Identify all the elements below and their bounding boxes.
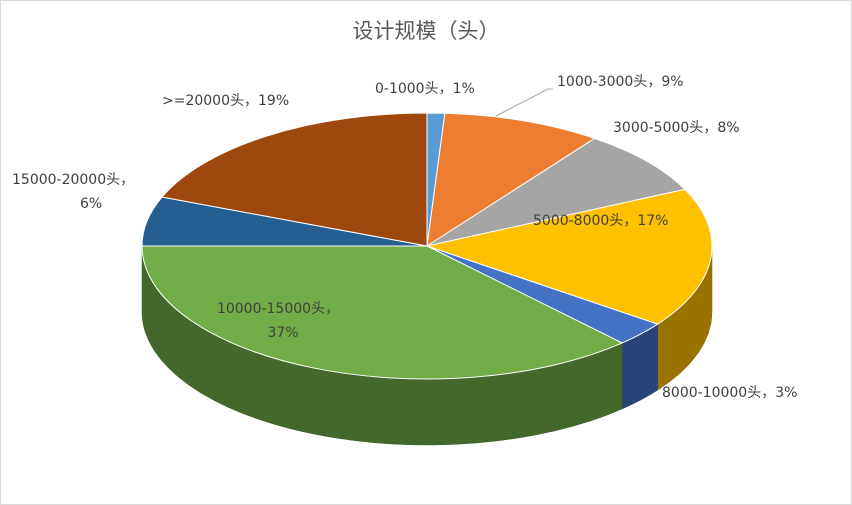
category-label: 3000-5000头 xyxy=(613,120,703,136)
category-label: 10000-15000头 xyxy=(217,301,325,317)
category-label: >=20000头 xyxy=(162,93,244,109)
slice xyxy=(161,112,428,247)
category-label: 15000-20000头 xyxy=(12,172,120,188)
category-label: 0-1000头 xyxy=(375,81,439,97)
value-label: 1% xyxy=(453,81,475,97)
data-label: >=20000头，19% xyxy=(162,93,289,109)
label-separator: ， xyxy=(244,93,258,109)
label-separator: ， xyxy=(325,301,339,317)
label-separator: ， xyxy=(647,74,661,90)
value-label: 3% xyxy=(775,385,797,401)
slice xyxy=(426,112,596,248)
pie xyxy=(141,112,713,446)
slice xyxy=(141,245,624,380)
label-separator: ， xyxy=(439,81,453,97)
chart-title: 设计规模（头） xyxy=(353,19,500,43)
value-label: 19% xyxy=(258,93,289,109)
label-separator: ， xyxy=(120,172,134,188)
leader-line xyxy=(495,88,553,117)
value-label: 37% xyxy=(267,325,298,341)
category-label: 5000-8000头 xyxy=(533,213,623,229)
label-separator: ， xyxy=(623,213,637,229)
data-label: 1000-3000头，9% xyxy=(557,74,684,90)
data-label: 15000-20000头， 6% xyxy=(12,172,134,212)
value-label: 9% xyxy=(661,74,683,90)
category-label: 8000-10000头 xyxy=(662,385,761,401)
value-label: 6% xyxy=(80,196,102,212)
value-label: 17% xyxy=(637,213,668,229)
labels: 0-1000头，1% 1000-3000头，9%3000-5000头，8%5000… xyxy=(12,74,797,401)
data-label: 10000-15000头， 37% xyxy=(217,301,339,341)
label-separator: ， xyxy=(761,385,775,401)
category-label: 1000-3000头 xyxy=(557,74,647,90)
label-separator: ， xyxy=(703,120,717,136)
data-label: 3000-5000头，8% xyxy=(613,120,740,136)
data-label: 5000-8000头，17% xyxy=(533,213,668,229)
data-label: 8000-10000头，3% xyxy=(662,385,797,401)
value-label: 8% xyxy=(717,120,739,136)
slice xyxy=(426,137,686,247)
slice xyxy=(425,188,713,325)
data-label: 0-1000头，1% xyxy=(375,81,475,97)
